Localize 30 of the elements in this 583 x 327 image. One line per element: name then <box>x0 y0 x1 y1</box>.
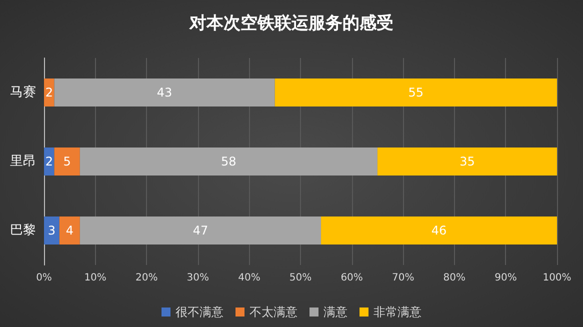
data-label: 58 <box>221 154 236 168</box>
x-tick-label: 20% <box>135 272 158 284</box>
legend-label: 非常满意 <box>374 305 422 319</box>
data-label: 3 <box>48 224 56 238</box>
x-tick-label: 80% <box>443 272 466 284</box>
y-tick-label: 马赛 <box>10 84 36 100</box>
data-label: 55 <box>408 86 424 100</box>
legend-label: 满意 <box>324 305 348 319</box>
x-tick-label: 60% <box>340 272 363 284</box>
data-label: 2 <box>45 86 53 100</box>
x-tick-label: 50% <box>289 272 312 284</box>
y-tick-label: 巴黎 <box>10 223 36 238</box>
data-label: 46 <box>431 224 447 238</box>
x-tick-label: 0% <box>36 272 52 284</box>
x-tick-label: 40% <box>238 272 260 284</box>
x-tick-label: 70% <box>392 272 414 284</box>
data-label: 2 <box>45 154 53 168</box>
data-label: 35 <box>460 154 475 168</box>
y-tick-label: 里昂 <box>10 154 36 169</box>
legend-label: 很不满意 <box>176 305 224 319</box>
legend-label: 不太满意 <box>250 305 298 319</box>
x-tick-label: 100% <box>542 272 572 284</box>
data-label: 5 <box>63 154 71 168</box>
data-label: 43 <box>156 86 172 100</box>
x-tick-label: 30% <box>186 272 210 284</box>
data-label: 4 <box>66 224 74 238</box>
x-tick-label: 90% <box>494 272 517 284</box>
data-label: 47 <box>192 224 208 238</box>
chart-title: 对本次空铁联运服务的感受 <box>188 14 394 34</box>
x-tick-label: 10% <box>84 272 106 284</box>
